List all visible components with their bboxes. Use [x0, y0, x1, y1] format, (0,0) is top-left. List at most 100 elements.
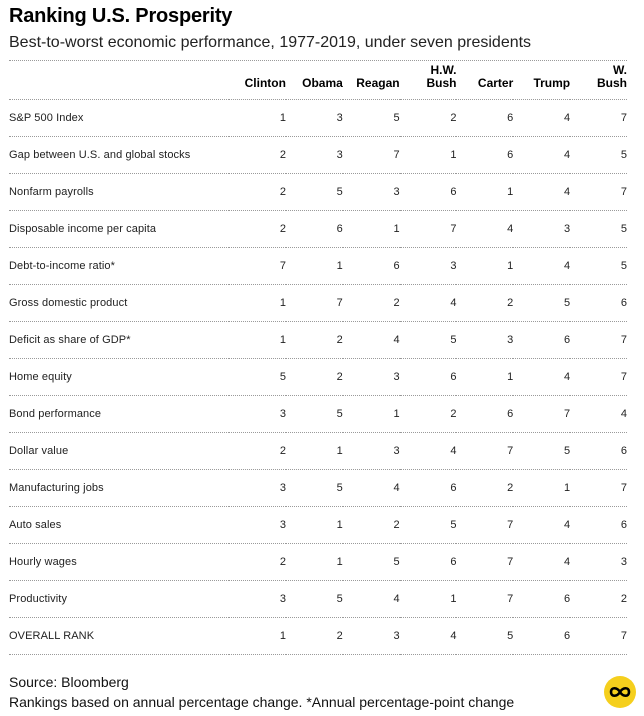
rank-cell: 3 — [229, 394, 286, 432]
table-row: Gap between U.S. and global stocks 2 3 7 1 6 4… — [9, 135, 627, 173]
rank-cell: 4 — [342, 468, 400, 506]
table-row: Dollar value 2 1 3 4 7 5 6 — [9, 431, 627, 469]
row-label: Auto sales — [9, 505, 230, 543]
row-label: S&P 500 Index — [9, 98, 230, 136]
rank-cell: 4 — [513, 357, 571, 395]
rank-cell: 2 — [229, 431, 286, 469]
rank-cell: 1 — [342, 394, 400, 432]
rank-cell: 4 — [513, 98, 571, 136]
chart-subtitle: Best-to-worst economic performance, 1977… — [9, 34, 532, 51]
rank-cell: 7 — [456, 542, 514, 580]
rank-cell: 6 — [456, 98, 514, 136]
table-row: Home equity 5 2 3 6 1 4 7 — [9, 357, 627, 395]
row-label: Nonfarm payrolls — [9, 172, 230, 210]
column-header: Trump — [513, 61, 570, 99]
rank-cell: 2 — [285, 320, 343, 358]
rank-cell: 5 — [285, 579, 343, 617]
rank-cell: 6 — [513, 616, 571, 655]
row-label: Home equity — [9, 357, 230, 395]
rank-cell: 3 — [513, 209, 571, 247]
rank-cell: 5 — [456, 616, 514, 655]
table-row: Disposable income per capita 2 6 1 7 4 3 5 — [9, 209, 627, 247]
column-header-line2: Trump — [533, 75, 571, 90]
rank-cell: 4 — [456, 209, 514, 247]
rank-cell: 1 — [285, 505, 343, 543]
table-row: Bond performance 3 5 1 2 6 7 4 — [9, 394, 627, 432]
table-row: Gross domestic product 1 7 2 4 2 5 6 — [9, 283, 627, 321]
rank-cell: 7 — [513, 394, 571, 432]
rank-cell: 6 — [399, 542, 457, 580]
rank-cell: 1 — [285, 431, 343, 469]
rank-cell: 4 — [342, 320, 400, 358]
rank-cell: 3 — [285, 135, 343, 173]
column-header: Obama — [286, 61, 343, 99]
rank-cell: 1 — [285, 542, 343, 580]
rank-cell: 4 — [399, 283, 457, 321]
rank-cell: 6 — [399, 468, 457, 506]
row-label: Hourly wages — [9, 542, 230, 580]
rank-cell: 1 — [513, 468, 571, 506]
table-row: Nonfarm payrolls 2 5 3 6 1 4 7 — [9, 172, 627, 210]
table-row: Debt-to-income ratio* 7 1 6 3 1 4 5 — [9, 246, 627, 284]
rank-cell: 2 — [229, 135, 286, 173]
table-row: Productivity 3 5 4 1 7 6 2 — [9, 579, 627, 617]
rank-cell: 6 — [570, 505, 627, 543]
rank-cell: 1 — [229, 283, 286, 321]
rank-cell: 2 — [456, 283, 514, 321]
table-row: OVERALL RANK 1 2 3 4 5 6 7 — [9, 616, 627, 655]
row-label: Productivity — [9, 579, 230, 617]
rank-cell: 7 — [456, 579, 514, 617]
table-row: Deficit as share of GDP* 1 2 4 5 3 6 7 — [9, 320, 627, 358]
rank-cell: 2 — [229, 172, 286, 210]
rank-cell: 7 — [570, 616, 627, 655]
rank-cell: 1 — [229, 320, 286, 358]
rank-cell: 6 — [342, 246, 400, 284]
rank-cell: 5 — [513, 283, 571, 321]
column-header-line1: H.W. — [430, 62, 457, 77]
row-label: Debt-to-income ratio* — [9, 246, 230, 284]
rank-cell: 4 — [513, 246, 571, 284]
rank-cell: 3 — [229, 505, 286, 543]
rank-cell: 3 — [229, 579, 286, 617]
rank-cell: 2 — [229, 209, 286, 247]
rank-cell: 3 — [285, 98, 343, 136]
row-label: Disposable income per capita — [9, 209, 230, 247]
column-header-line2: Bush — [426, 75, 457, 90]
rank-cell: 5 — [570, 209, 627, 247]
rank-cell: 4 — [513, 135, 571, 173]
rank-cell: 5 — [399, 505, 457, 543]
rank-cell: 7 — [285, 283, 343, 321]
bloomberg-infinity-logo-icon — [604, 676, 636, 708]
table-row: Manufacturing jobs 3 5 4 6 2 1 7 — [9, 468, 627, 506]
table-header-row: Clinton Obama Reagan H.W. Bush Carter Trump W. B… — [9, 61, 627, 99]
rank-cell: 6 — [513, 320, 571, 358]
rank-cell: 5 — [570, 135, 627, 173]
table-row: S&P 500 Index 1 3 5 2 6 4 7 — [9, 98, 627, 136]
rank-cell: 3 — [342, 431, 400, 469]
table-row: Auto sales 3 1 2 5 7 4 6 — [9, 505, 627, 543]
rank-cell: 5 — [513, 431, 571, 469]
rank-cell: 5 — [229, 357, 286, 395]
rank-cell: 3 — [570, 542, 627, 580]
rank-cell: 4 — [513, 172, 571, 210]
rank-cell: 7 — [399, 209, 457, 247]
row-label: Manufacturing jobs — [9, 468, 230, 506]
table-body: S&P 500 Index 1 3 5 2 6 4 7 Gap between U.S. and… — [9, 98, 627, 655]
top-divider — [9, 60, 627, 61]
rank-cell: 3 — [342, 616, 400, 655]
rank-cell: 5 — [285, 172, 343, 210]
rank-cell: 6 — [570, 431, 627, 469]
rank-cell: 4 — [570, 394, 627, 432]
column-header-line2: Clinton — [244, 75, 286, 90]
rank-cell: 4 — [513, 505, 571, 543]
row-label: Bond performance — [9, 394, 230, 432]
ranking-table: Clinton Obama Reagan H.W. Bush Carter Trump W. B… — [9, 61, 627, 655]
rank-cell: 1 — [399, 135, 457, 173]
column-header: Clinton — [229, 61, 286, 99]
rank-cell: 7 — [342, 135, 400, 173]
column-header-line2: Bush — [597, 75, 627, 90]
rank-cell: 5 — [285, 394, 343, 432]
rank-cell: 2 — [342, 283, 400, 321]
row-label: Gross domestic product — [9, 283, 230, 321]
infinity-icon — [609, 686, 631, 698]
